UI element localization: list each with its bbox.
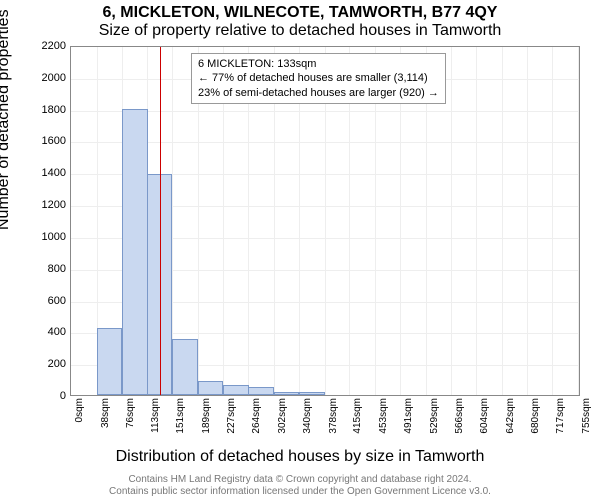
x-tick-label: 264sqm (251, 398, 262, 434)
y-tick-label: 1800 (26, 104, 66, 116)
histogram-bar (122, 109, 148, 395)
gridline-v (578, 47, 579, 395)
x-tick-label: 378sqm (328, 398, 339, 434)
plot-area: 6 MICKLETON: 133sqm ← 77% of detached ho… (70, 46, 580, 396)
y-tick-label: 200 (26, 358, 66, 370)
gridline-v (502, 47, 503, 395)
histogram-bar (223, 385, 249, 395)
y-axis-label: Number of detached properties (0, 9, 13, 230)
chart-title: 6, MICKLETON, WILNECOTE, TAMWORTH, B77 4… (0, 4, 600, 22)
x-tick-label: 755sqm (581, 398, 592, 434)
histogram-chart: 6, MICKLETON, WILNECOTE, TAMWORTH, B77 4… (0, 0, 600, 500)
attribution: Contains HM Land Registry data © Crown c… (0, 474, 600, 498)
attribution-line: Contains HM Land Registry data © Crown c… (0, 474, 600, 486)
histogram-bar (299, 392, 325, 395)
x-axis-label: Distribution of detached houses by size … (0, 448, 600, 466)
attribution-line: Contains public sector information licen… (0, 486, 600, 498)
histogram-bar (198, 381, 224, 395)
reference-line (160, 47, 161, 395)
y-tick-label: 400 (26, 326, 66, 338)
y-tick-label: 1000 (26, 231, 66, 243)
x-tick-label: 415sqm (352, 398, 363, 434)
x-tick-label: 680sqm (530, 398, 541, 434)
gridline-v (451, 47, 452, 395)
annotation-line: 6 MICKLETON: 133sqm (198, 57, 439, 71)
x-tick-label: 566sqm (454, 398, 465, 434)
y-tick-label: 800 (26, 263, 66, 275)
x-tick-label: 604sqm (479, 398, 490, 434)
x-tick-label: 0sqm (74, 398, 85, 422)
x-tick-label: 302sqm (277, 398, 288, 434)
x-tick-label: 491sqm (403, 398, 414, 434)
x-tick-label: 717sqm (555, 398, 566, 434)
y-tick-label: 0 (26, 390, 66, 402)
x-tick-label: 453sqm (378, 398, 389, 434)
x-tick-label: 76sqm (125, 398, 136, 428)
y-tick-label: 2200 (26, 40, 66, 52)
x-tick-label: 529sqm (429, 398, 440, 434)
annotation-line: 23% of semi-detached houses are larger (… (198, 86, 439, 100)
histogram-bar (248, 387, 274, 395)
y-tick-label: 600 (26, 295, 66, 307)
gridline-v (552, 47, 553, 395)
gridline-v (476, 47, 477, 395)
x-tick-label: 113sqm (150, 398, 161, 433)
x-tick-label: 227sqm (226, 398, 237, 434)
chart-subtitle: Size of property relative to detached ho… (0, 22, 600, 40)
histogram-bar (97, 328, 123, 395)
y-tick-label: 1600 (26, 135, 66, 147)
x-tick-label: 189sqm (201, 398, 212, 434)
x-tick-label: 38sqm (100, 398, 111, 428)
x-tick-label: 151sqm (175, 398, 186, 434)
y-tick-label: 1200 (26, 199, 66, 211)
annotation-line: ← 77% of detached houses are smaller (3,… (198, 71, 439, 85)
annotation-box: 6 MICKLETON: 133sqm ← 77% of detached ho… (191, 53, 446, 104)
histogram-bar (274, 392, 300, 395)
x-tick-label: 642sqm (505, 398, 516, 434)
histogram-bar (172, 339, 198, 395)
y-tick-label: 2000 (26, 72, 66, 84)
gridline-v (527, 47, 528, 395)
y-tick-label: 1400 (26, 167, 66, 179)
x-tick-label: 340sqm (302, 398, 313, 434)
